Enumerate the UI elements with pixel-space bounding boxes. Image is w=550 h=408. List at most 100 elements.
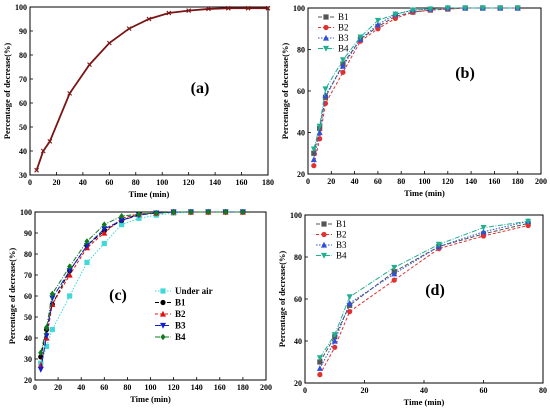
series-line	[319, 222, 529, 363]
data-point	[43, 343, 50, 349]
data-point	[49, 295, 56, 302]
x-tick-label: 20	[54, 383, 62, 392]
data-point	[316, 365, 323, 371]
data-point	[374, 21, 381, 28]
data-point	[67, 293, 73, 299]
data-point	[316, 355, 323, 361]
y-tick-label: 40	[294, 337, 302, 346]
x-tick-label: 20	[52, 178, 60, 187]
data-point	[339, 62, 346, 69]
x-tick-label: 160	[214, 383, 226, 392]
y-tick-label: 50	[19, 123, 27, 132]
chart-panel: 0 20 40 60 80 100 120 140 160 180 30 40 50 60 70 80 90 10…	[2, 3, 274, 199]
x-tick-label: 160	[488, 177, 500, 186]
data-point	[525, 218, 532, 225]
series-line	[319, 225, 529, 375]
data-point	[480, 225, 487, 231]
data-point	[374, 17, 381, 24]
data-point	[346, 300, 353, 306]
y-tick-label: 40	[24, 334, 32, 343]
chart-panel: 0 20 40 60 80 100 120 140 160 180 2002030405060708…	[7, 208, 272, 404]
y-tick-label: 50	[24, 313, 32, 322]
x-tick-label: 160	[236, 178, 248, 187]
data-point	[391, 277, 397, 283]
data-point	[311, 163, 317, 169]
x-tick-label: 80	[123, 383, 131, 392]
data-point	[146, 16, 152, 22]
panel-label: (b)	[455, 65, 475, 82]
y-tick-label: 80	[19, 51, 27, 60]
x-axis-label: Time (min)	[129, 189, 170, 199]
x-tick-label: 120	[183, 178, 195, 187]
legend-label: B3	[175, 321, 186, 331]
y-axis-label: Percentage of decrease(%)	[277, 251, 287, 348]
data-point	[66, 268, 73, 274]
data-point	[462, 5, 469, 12]
panel-label: (d)	[425, 282, 445, 299]
data-point	[38, 349, 44, 356]
legend-marker	[321, 221, 327, 227]
data-point	[67, 263, 73, 270]
legend-label: B2	[175, 309, 186, 319]
data-point	[265, 5, 271, 11]
y-axis-label: Percentage of decrease(%)	[7, 248, 17, 345]
x-tick-label: 40	[351, 177, 359, 186]
legend-label: B2	[336, 230, 347, 240]
y-tick-label: 20	[24, 376, 32, 385]
data-point	[119, 222, 125, 228]
chart-panel: 0 20 40 60 80 100 120 140 160 180 20020406080100Ti…	[280, 4, 547, 198]
y-tick-label: 40	[19, 147, 27, 156]
x-tick-label: 20	[361, 386, 369, 395]
data-point	[153, 209, 159, 217]
data-point	[346, 294, 353, 301]
data-point	[311, 150, 317, 156]
legend-label: B1	[338, 12, 349, 22]
data-point	[101, 240, 107, 247]
y-tick-label: 60	[294, 295, 302, 304]
data-point	[225, 5, 231, 11]
data-point	[106, 40, 112, 46]
series-line	[35, 7, 268, 171]
legend-marker	[160, 310, 166, 317]
x-tick-label: 20	[327, 177, 335, 186]
legend-marker	[323, 24, 329, 31]
x-tick-label: 140	[209, 178, 221, 187]
y-tick-label: 70	[24, 271, 32, 280]
series-line	[40, 211, 243, 353]
y-axis-label: Percentage of decrease(%)	[2, 43, 12, 140]
y-tick-label: 70	[19, 75, 27, 84]
data-point	[317, 359, 323, 365]
data-point	[525, 222, 531, 229]
y-tick-label: 20	[294, 379, 302, 388]
x-tick-label: 80	[132, 178, 140, 187]
legend-marker	[160, 288, 166, 294]
data-point	[87, 62, 92, 67]
y-tick-label: 100	[15, 3, 27, 12]
data-point	[514, 5, 521, 12]
data-point	[392, 11, 399, 18]
data-point	[332, 344, 338, 350]
data-point	[37, 362, 44, 368]
legend-marker	[323, 45, 329, 52]
data-point	[317, 372, 323, 378]
data-point	[310, 146, 317, 153]
data-point	[317, 136, 323, 142]
legend-marker	[160, 299, 166, 306]
data-point	[444, 5, 451, 12]
y-tick-label: 100	[293, 4, 305, 13]
x-tick-label: 60	[105, 178, 113, 187]
x-tick-label: 60	[100, 383, 108, 392]
data-point	[166, 10, 172, 16]
legend-label: B4	[336, 251, 347, 261]
x-tick-label: 200	[535, 177, 547, 186]
x-tick-label: 40	[420, 386, 428, 395]
data-point	[392, 15, 398, 21]
data-point	[479, 5, 486, 12]
legend-label: B2	[338, 23, 349, 33]
data-point	[245, 5, 251, 11]
data-point	[49, 327, 55, 333]
x-tick-label: 100	[156, 178, 168, 187]
x-tick-label: 60	[374, 177, 382, 186]
